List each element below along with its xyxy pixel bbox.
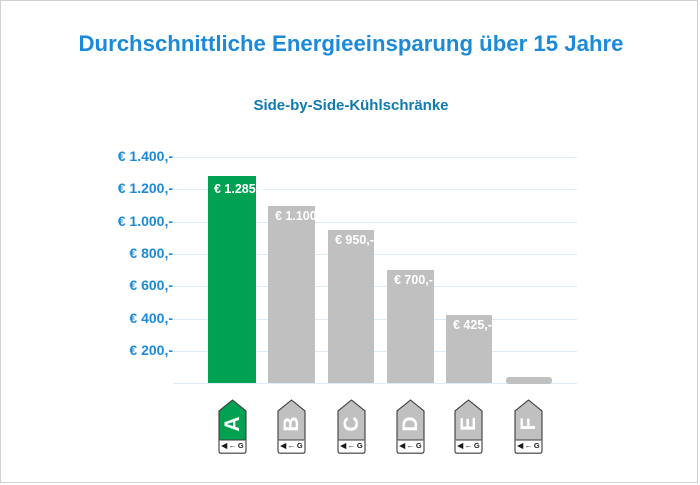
- svg-text:G: G: [296, 441, 302, 450]
- svg-text:G: G: [534, 441, 540, 450]
- svg-text:E: E: [457, 417, 480, 431]
- svg-text:←: ←: [347, 441, 355, 450]
- svg-text:◀: ◀: [279, 441, 286, 450]
- svg-text:G: G: [415, 441, 421, 450]
- svg-text:G: G: [474, 441, 480, 450]
- svg-text:◀: ◀: [516, 441, 523, 450]
- svg-text:←: ←: [406, 441, 414, 450]
- svg-text:F: F: [517, 417, 540, 430]
- svg-text:◀: ◀: [339, 441, 346, 450]
- svg-text:D: D: [399, 416, 422, 431]
- svg-text:◀: ◀: [220, 441, 227, 450]
- svg-text:G: G: [356, 441, 362, 450]
- svg-text:◀: ◀: [456, 441, 463, 450]
- svg-text:C: C: [340, 416, 363, 431]
- svg-text:B: B: [280, 416, 303, 431]
- svg-text:A: A: [221, 416, 244, 431]
- svg-text:←: ←: [525, 441, 533, 450]
- svg-text:◀: ◀: [398, 441, 405, 450]
- svg-text:←: ←: [228, 441, 236, 450]
- svg-text:G: G: [237, 441, 243, 450]
- svg-text:←: ←: [465, 441, 473, 450]
- svg-text:←: ←: [287, 441, 295, 450]
